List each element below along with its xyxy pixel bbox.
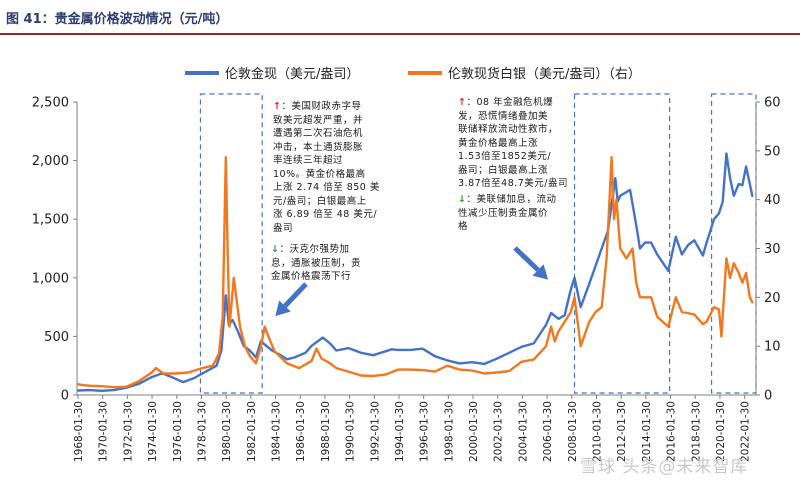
y-right-tick-label: 20	[764, 291, 781, 306]
annotation-fed-hike-line-0: ：美联储加息，流动	[466, 194, 557, 205]
x-tick-label: 2010-01-30	[591, 401, 603, 462]
highlight-box-0	[199, 93, 263, 394]
annotation-2008-line-1: 发，恐慌情绪叠加美	[458, 110, 549, 122]
series-lines	[77, 152, 754, 392]
highlight-box-2	[710, 93, 757, 394]
annotation-1970s-line-1: 致美元超发严重，并	[273, 114, 364, 126]
annotation-1970s-line-9: 盎司	[273, 222, 294, 234]
annotation-volcker-line-1: 息，通胀被压制，贵	[271, 257, 362, 269]
annotation-fed-hike: ↓：美联储加息，流动 性减少压制贵金属价 格	[458, 193, 556, 234]
series-line-1	[77, 156, 754, 389]
y-right-tick-label: 30	[764, 242, 781, 257]
annotation-volcker: ↓：沃克尔强势加 息，通胀被压制，贵 金属价格震荡下行	[271, 243, 361, 284]
x-tick-label: 1976-01-30	[172, 401, 184, 462]
x-tick-label: 2004-01-30	[517, 401, 529, 462]
annotation-1970s-line-5: 10%。黄金价格最高	[273, 168, 366, 180]
annotation-2008-line-6: 3.87倍至48.7美元/盎司	[458, 178, 569, 189]
x-tick-label: 1992-01-30	[369, 401, 381, 462]
annotation-1970s: ↑：美国财政赤字导 致美元超发严重，并 遭遇第二次石油危机 冲击，本土通货膨胀 …	[273, 100, 380, 235]
legend-label-0: 伦敦金现（美元/盎司）	[225, 66, 359, 82]
annotation-2008-line-0: ：08 年金融危机爆	[466, 97, 554, 108]
y-right-tick-label: 50	[764, 144, 781, 159]
x-tick-label: 2020-01-30	[715, 401, 727, 462]
y-left-tick-label: 2,500	[32, 96, 69, 111]
annotation-1970s-line-0: ：美国财政赤字导	[281, 101, 362, 112]
figure-title: 图 41：贵金属价格波动情况（元/吨）	[6, 12, 229, 27]
annotation-volcker-line-0: ：沃克尔强势加	[279, 244, 350, 255]
x-tick-label: 1986-01-30	[295, 401, 307, 462]
down-arrow-icon: ↓	[458, 194, 467, 205]
x-tick-label: 2006-01-30	[542, 401, 554, 462]
pointer-arrow-2008	[513, 246, 549, 280]
annotation-2008-line-2: 联储释放流动性救市，	[458, 124, 559, 135]
y-left-tick-label: 0	[61, 389, 69, 404]
x-tick-label: 2016-01-30	[666, 401, 678, 462]
annotation-2008-line-4: 1.53倍至1852美元/	[458, 151, 552, 162]
x-tick-label: 2012-01-30	[616, 401, 628, 462]
x-tick-label: 2008-01-30	[567, 401, 579, 462]
x-tick-label: 2002-01-30	[493, 401, 505, 462]
title-divider	[0, 33, 800, 35]
y-right-tick-label: 0	[764, 389, 772, 404]
x-tick-label: 2000-01-30	[468, 401, 480, 462]
down-arrow-icon: ↓	[271, 244, 280, 255]
y-right-tick-label: 10	[764, 340, 781, 355]
annotation-2008-line-5: 盎司；白银最高上涨	[458, 164, 549, 176]
series-line-0	[77, 152, 754, 392]
up-arrow-icon: ↑	[273, 101, 282, 112]
price-chart: 0 500 1,000 1,500 2,000 2,500 0 10 20 30 40 50 60 196…	[32, 66, 781, 463]
annotation-2008-line-3: 黄金价格最高上涨	[458, 137, 539, 149]
pointer-arrow-volcker-head	[275, 300, 291, 317]
x-tick-label: 2022-01-30	[740, 401, 752, 462]
x-tick-label: 1974-01-30	[147, 401, 159, 462]
annotation-2008-crisis: ↑：08 年金融危机爆 发，恐慌情绪叠加美 联储释放流动性救市， 黄金价格最高上…	[458, 96, 568, 191]
y-left-tick-label: 1,000	[32, 271, 69, 286]
annotation-1970s-line-4: 率连续三年超过	[273, 155, 344, 166]
x-tick-label: 1994-01-30	[394, 401, 406, 462]
legend: 伦敦金现（美元/盎司） 伦敦现货白银（美元/盎司）（右）	[185, 66, 641, 82]
x-tick-label: 1972-01-30	[122, 401, 134, 462]
highlight-box-1	[573, 93, 671, 394]
x-tick-label: 2018-01-30	[690, 401, 702, 462]
annotation-1970s-line-7: 元/盎司；白银最高上	[273, 195, 367, 207]
annotation-1970s-line-2: 遭遇第二次石油危机	[273, 128, 364, 139]
legend-label-1: 伦敦现货白银（美元/盎司）（右）	[448, 66, 641, 82]
y-left-tick-label: 2,000	[32, 154, 69, 169]
annotation-fed-hike-line-1: 性减少压制贵金属价	[458, 207, 549, 219]
y-right-tick-label: 40	[764, 193, 781, 208]
y-left-tick-label: 1,500	[32, 213, 69, 228]
pointer-arrow-volcker	[275, 282, 308, 317]
x-tick-label: 2014-01-30	[641, 401, 653, 462]
x-tick-label: 1968-01-30	[73, 401, 85, 462]
x-tick-label: 1980-01-30	[221, 401, 233, 462]
annotation-1970s-line-6: 上涨 2.74 倍至 850 美	[273, 182, 380, 193]
pointer-arrow-volcker-shaft	[283, 282, 308, 308]
axes: 0 500 1,000 1,500 2,000 2,500 0 10 20 30 40 50 60 196…	[32, 96, 781, 463]
y-left-tick-label: 500	[44, 330, 69, 345]
pointer-arrows	[275, 246, 549, 317]
annotation-fed-hike-line-2: 格	[458, 221, 469, 232]
x-tick-label: 1984-01-30	[271, 401, 283, 462]
y-right-tick-label: 60	[764, 96, 781, 111]
annotation-1970s-line-3: 冲击，本土通货膨胀	[273, 141, 364, 153]
x-tick-label: 1996-01-30	[419, 401, 431, 462]
annotation-volcker-line-2: 金属价格震荡下行	[271, 271, 352, 282]
x-tick-label: 1970-01-30	[98, 401, 110, 462]
x-tick-label: 1988-01-30	[320, 401, 332, 462]
x-tick-label: 1990-01-30	[345, 401, 357, 462]
pointer-arrow-2008-head	[532, 264, 549, 280]
x-tick-label: 1982-01-30	[246, 401, 258, 462]
watermark: 雪球 头条@未来智库	[580, 457, 749, 477]
x-tick-label: 1978-01-30	[196, 401, 208, 462]
pointer-arrow-2008-shaft	[513, 246, 540, 272]
x-tick-label: 1998-01-30	[443, 401, 455, 462]
up-arrow-icon: ↑	[458, 97, 467, 108]
annotation-1970s-line-8: 涨 6.89 倍至 48 美元/	[273, 209, 378, 220]
